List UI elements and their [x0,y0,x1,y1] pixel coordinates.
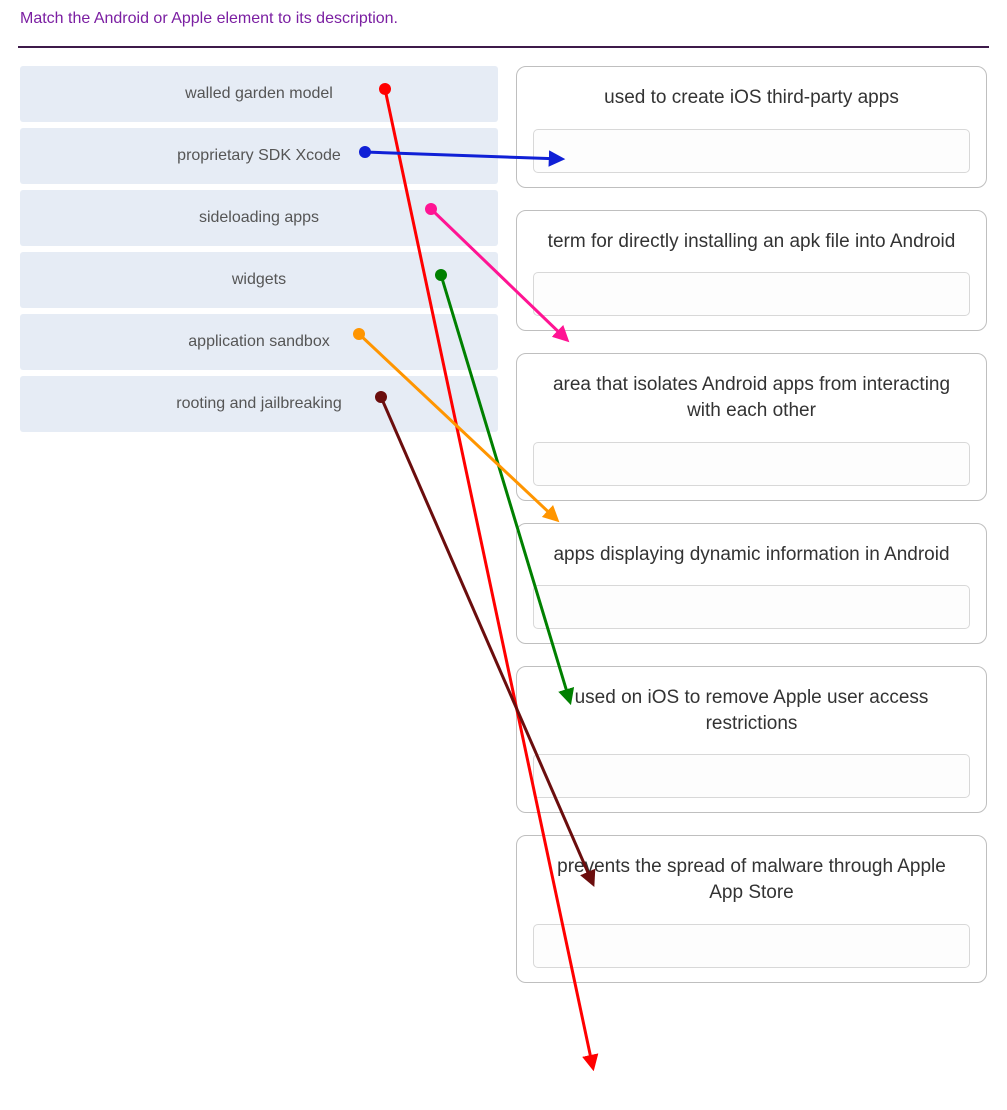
columns: walled garden model proprietary SDK Xcod… [20,66,987,1005]
description-text: apps displaying dynamic information in A… [533,538,970,586]
matching-question: Match the Android or Apple element to it… [0,0,1007,1110]
descriptions-column: used to create iOS third-party apps term… [516,66,987,1005]
term-label: walled garden model [185,85,333,103]
drop-slot[interactable] [533,442,970,486]
term-label: proprietary SDK Xcode [177,147,341,165]
divider [18,46,989,48]
term-item[interactable]: walled garden model [20,66,498,122]
term-label: sideloading apps [199,209,319,227]
drop-slot[interactable] [533,129,970,173]
drop-slot[interactable] [533,924,970,968]
description-box: term for directly installing an apk file… [516,210,987,332]
description-box: prevents the spread of malware through A… [516,835,987,982]
drop-slot[interactable] [533,754,970,798]
term-item[interactable]: application sandbox [20,314,498,370]
term-label: widgets [232,271,286,289]
drop-slot[interactable] [533,585,970,629]
description-box: used on iOS to remove Apple user access … [516,666,987,813]
description-box: used to create iOS third-party apps [516,66,987,188]
terms-column: walled garden model proprietary SDK Xcod… [20,66,498,1005]
term-item[interactable]: rooting and jailbreaking [20,376,498,432]
drop-slot[interactable] [533,272,970,316]
description-text: used to create iOS third-party apps [533,81,970,129]
term-item[interactable]: sideloading apps [20,190,498,246]
term-label: application sandbox [188,333,329,351]
description-text: area that isolates Android apps from int… [533,368,970,441]
description-text: term for directly installing an apk file… [533,225,970,273]
description-box: apps displaying dynamic information in A… [516,523,987,645]
term-item[interactable]: proprietary SDK Xcode [20,128,498,184]
description-text: prevents the spread of malware through A… [533,850,970,923]
term-item[interactable]: widgets [20,252,498,308]
description-text: used on iOS to remove Apple user access … [533,681,970,754]
term-label: rooting and jailbreaking [176,395,341,413]
instruction-text: Match the Android or Apple element to it… [0,0,1007,42]
description-box: area that isolates Android apps from int… [516,353,987,500]
